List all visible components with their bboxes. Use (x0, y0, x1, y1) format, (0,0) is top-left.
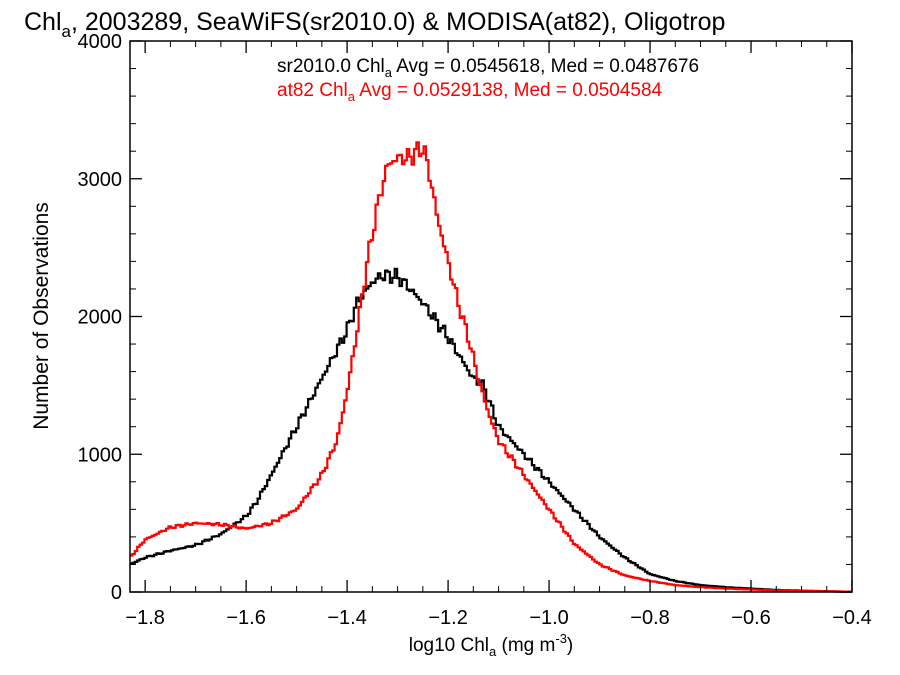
x-tick-label: −1.8 (125, 607, 164, 629)
x-axis-label: log10 Chla (mg m-3) (409, 631, 574, 659)
x-tick-label: −0.6 (731, 607, 770, 629)
legend-entry-sr2010: sr2010.0 Chla Avg = 0.0545618, Med = 0.0… (277, 56, 699, 80)
y-tick-label: 0 (111, 582, 122, 604)
y-tick-label: 1000 (78, 444, 123, 466)
axis-ticks: −1.8 −1.6 −1.4 −1.2 −1.0 −0.8 −0.6 −0.4 0 1000 200… (78, 31, 872, 629)
y-tick-label: 2000 (78, 307, 123, 329)
x-tick-label: −1.6 (226, 607, 265, 629)
x-tick-label: −0.8 (630, 607, 669, 629)
chart-title: Chla, 2003289, SeaWiFS(sr2010.0) & MODIS… (24, 8, 725, 41)
x-tick-label: −1.2 (428, 607, 467, 629)
x-tick-label: −1.4 (327, 607, 366, 629)
y-tick-label: 3000 (78, 169, 123, 191)
plot-series (130, 141, 852, 593)
y-tick-label: 4000 (78, 31, 123, 53)
series-line-at82 (130, 141, 852, 593)
x-tick-label: −0.4 (832, 607, 871, 629)
x-tick-label: −1.0 (529, 607, 568, 629)
legend-entry-at82: at82 Chla Avg = 0.0529138, Med = 0.05045… (277, 80, 663, 104)
y-axis-label: Number of Observations (30, 202, 53, 430)
